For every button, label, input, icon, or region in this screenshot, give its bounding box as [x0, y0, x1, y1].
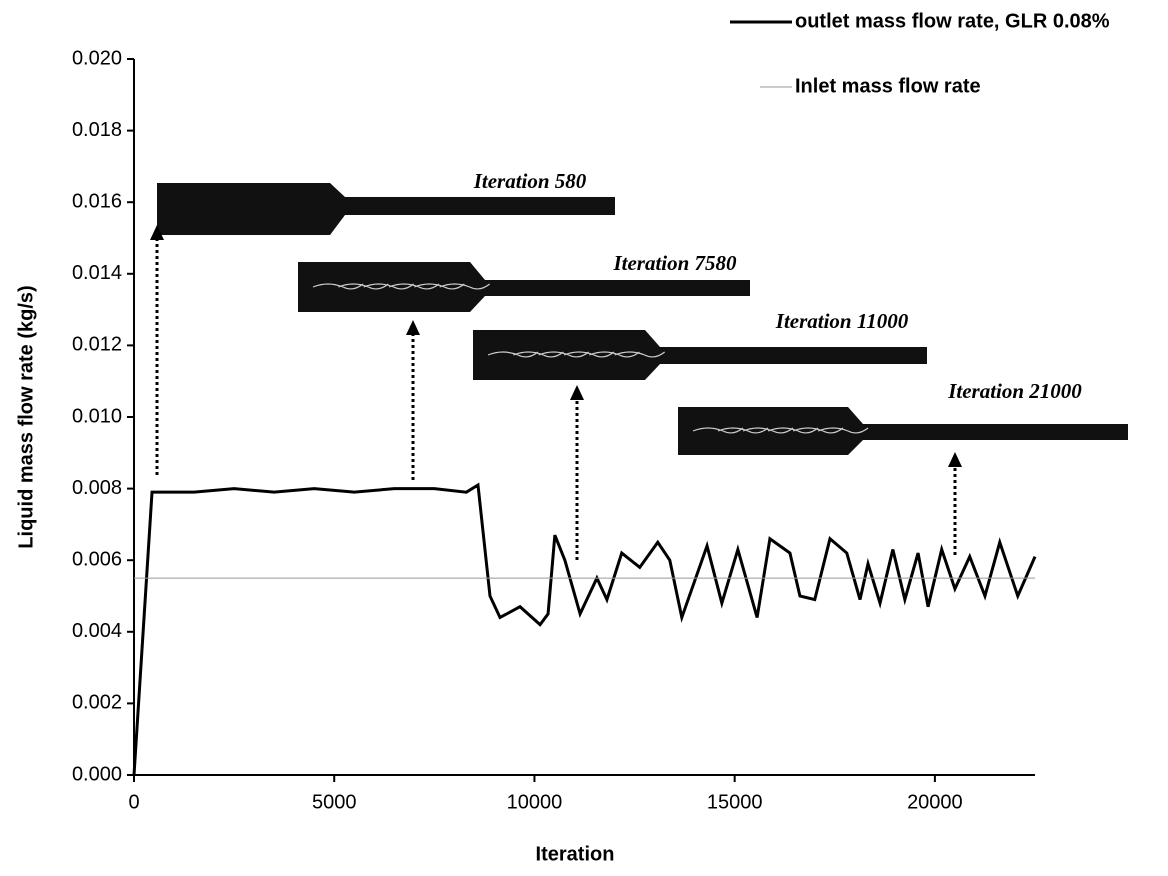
x-tick-label: 10000: [507, 791, 563, 813]
x-tick-label: 5000: [312, 791, 357, 813]
y-tick-label: 0.012: [72, 334, 122, 356]
flow-image: [473, 330, 927, 380]
y-tick-label: 0.014: [72, 262, 122, 284]
y-tick-label: 0.010: [72, 405, 122, 427]
y-tick-label: 0.006: [72, 548, 122, 570]
line-series: [134, 485, 1035, 775]
y-tick-label: 0.018: [72, 119, 122, 141]
y-tick-label: 0.002: [72, 692, 122, 714]
legend-label: outlet mass flow rate, GLR 0.08%: [795, 10, 1110, 32]
arrow-head: [406, 320, 420, 335]
flow-image: [678, 407, 1128, 455]
x-axis-label: Iteration: [536, 843, 615, 865]
y-tick-label: 0.008: [72, 477, 122, 499]
arrow-head: [948, 452, 962, 467]
x-tick-label: 0: [128, 791, 139, 813]
y-tick-label: 0.000: [72, 763, 122, 785]
annotation-label: Iteration 11000: [775, 309, 909, 333]
annotation-label: Iteration 580: [473, 169, 587, 193]
y-tick-label: 0.004: [72, 620, 122, 642]
chart: Iteration Liquid mass flow rate (kg/s) 0…: [0, 0, 1168, 876]
y-tick-label: 0.020: [72, 47, 122, 69]
annotation-label: Iteration 21000: [947, 379, 1082, 403]
legend-label: Inlet mass flow rate: [795, 75, 981, 97]
arrow-head: [570, 385, 584, 400]
x-tick-label: 15000: [707, 791, 763, 813]
x-tick-label: 20000: [907, 791, 963, 813]
annotation-label: Iteration 7580: [612, 251, 737, 275]
y-tick-label: 0.016: [72, 190, 122, 212]
y-axis-label: Liquid mass flow rate (kg/s): [15, 285, 37, 548]
